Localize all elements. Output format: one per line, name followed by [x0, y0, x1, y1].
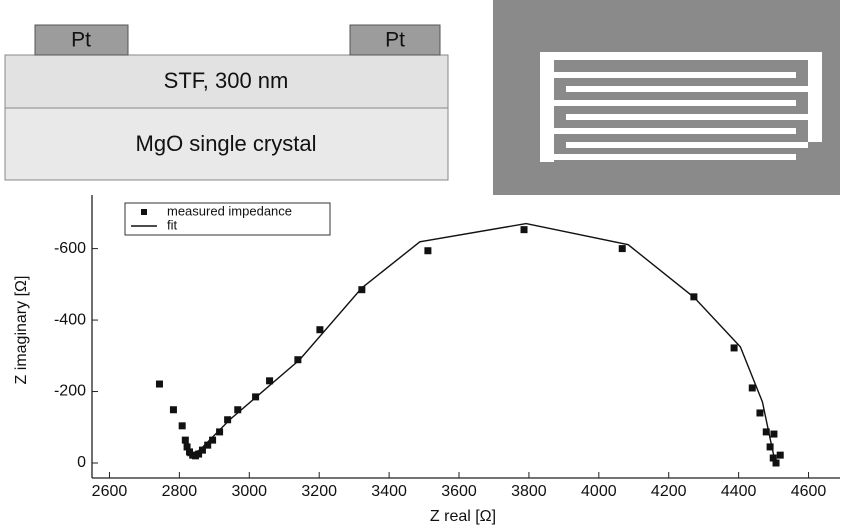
x-tick-label: 4600	[791, 483, 827, 500]
figure: Pt Pt STF, 300 nm MgO single crystal Z r…	[0, 0, 846, 529]
y-tick-label: -200	[54, 383, 86, 400]
x-tick-label: 2800	[162, 483, 198, 500]
chart: Pt Pt STF, 300 nm MgO single crystal Z r…	[0, 0, 846, 529]
data-point	[182, 437, 189, 444]
data-point	[316, 326, 323, 333]
data-point	[773, 459, 780, 466]
x-tick-label: 3200	[301, 483, 337, 500]
legend-label: fit	[167, 217, 178, 232]
data-point	[170, 406, 177, 413]
data-point	[619, 245, 626, 252]
legend-marker	[141, 209, 147, 215]
x-tick-label: 3000	[231, 483, 267, 500]
x-tick-label: 3600	[441, 483, 477, 500]
x-axis-label: Z real [Ω]	[430, 508, 496, 525]
layer-label: MgO single crystal	[136, 131, 317, 156]
y-tick-label: -400	[54, 311, 86, 328]
x-tick-label: 4000	[581, 483, 617, 500]
data-point	[424, 247, 431, 254]
y-axis-label: Z imaginary [Ω]	[13, 276, 30, 385]
x-tick-label: 2600	[92, 483, 128, 500]
data-point	[770, 431, 777, 438]
fit-line	[187, 224, 775, 463]
layer-label: STF, 300 nm	[164, 68, 289, 93]
electrode-label: Pt	[385, 29, 405, 52]
data-point	[756, 409, 763, 416]
y-tick-label: -600	[54, 240, 86, 257]
y-tick-label: 0	[77, 454, 86, 471]
electrode-photo	[493, 0, 840, 195]
data-point	[749, 384, 756, 391]
data-point	[521, 226, 528, 233]
x-tick-label: 4200	[651, 483, 687, 500]
x-tick-label: 3800	[511, 483, 547, 500]
data-point	[156, 381, 163, 388]
x-tick-label: 4400	[721, 483, 757, 500]
x-tick-label: 3400	[371, 483, 407, 500]
electrode-label: Pt	[71, 29, 91, 52]
data-point	[179, 422, 186, 429]
data-point	[731, 344, 738, 351]
data-point	[777, 452, 784, 459]
legend-label: measured impedance	[167, 203, 292, 218]
